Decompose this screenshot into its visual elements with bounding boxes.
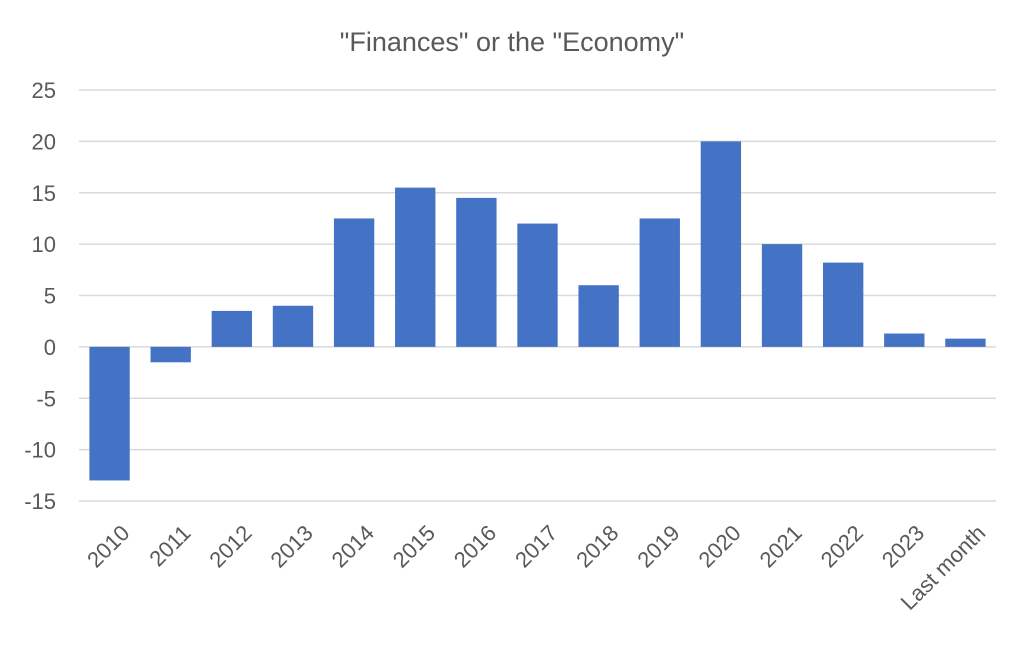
bars [89, 141, 986, 481]
x-category-label: 2017 [510, 520, 562, 572]
y-tick-label: -15 [24, 489, 56, 514]
bar-2019 [639, 218, 680, 347]
x-category-label: 2022 [816, 520, 868, 572]
x-axis-category-labels: 2010 2011 2012 2013 2014 2015 2016 2017 2018 2019… [82, 520, 990, 615]
chart-title: "Finances" or the "Economy" [340, 27, 685, 57]
bar-2021 [761, 244, 803, 347]
x-category-label: 2021 [755, 520, 807, 572]
y-tick-label: 20 [32, 129, 56, 154]
bar-2016 [456, 197, 497, 347]
bar-2014 [333, 218, 375, 347]
x-category-label: 2020 [693, 520, 745, 572]
y-tick-label: -5 [36, 386, 56, 411]
y-axis-tick-labels: 25 20 15 10 5 0 -5 -10 -15 [24, 78, 56, 514]
x-category-label: 2023 [877, 520, 929, 572]
bar-2022 [822, 262, 864, 347]
bar-2020 [700, 141, 742, 347]
x-category-label: 2018 [571, 520, 623, 572]
y-tick-label: 0 [44, 335, 56, 360]
bar-2017 [517, 223, 558, 347]
bar-last-month [945, 338, 986, 347]
y-tick-label: 5 [44, 284, 56, 309]
bar-2023 [884, 333, 925, 347]
bar-2015 [395, 187, 436, 347]
bar-2012 [211, 310, 253, 347]
bar-2011 [150, 346, 191, 363]
bar-2013 [272, 305, 314, 347]
x-category-label: 2013 [266, 520, 318, 572]
y-tick-label: 10 [32, 232, 56, 257]
y-tick-label: 15 [32, 181, 56, 206]
x-category-label: 2019 [632, 520, 684, 572]
x-category-label: 2016 [449, 520, 501, 572]
bar-2018 [578, 285, 619, 347]
x-category-label: 2015 [388, 520, 440, 572]
x-category-label: 2010 [82, 520, 134, 572]
y-tick-label: 25 [32, 78, 56, 103]
x-category-label: 2014 [327, 520, 379, 572]
x-category-label: 2012 [204, 520, 256, 572]
bar-2010 [89, 346, 130, 481]
x-category-label: 2011 [144, 520, 195, 571]
y-tick-label: -10 [24, 438, 56, 463]
